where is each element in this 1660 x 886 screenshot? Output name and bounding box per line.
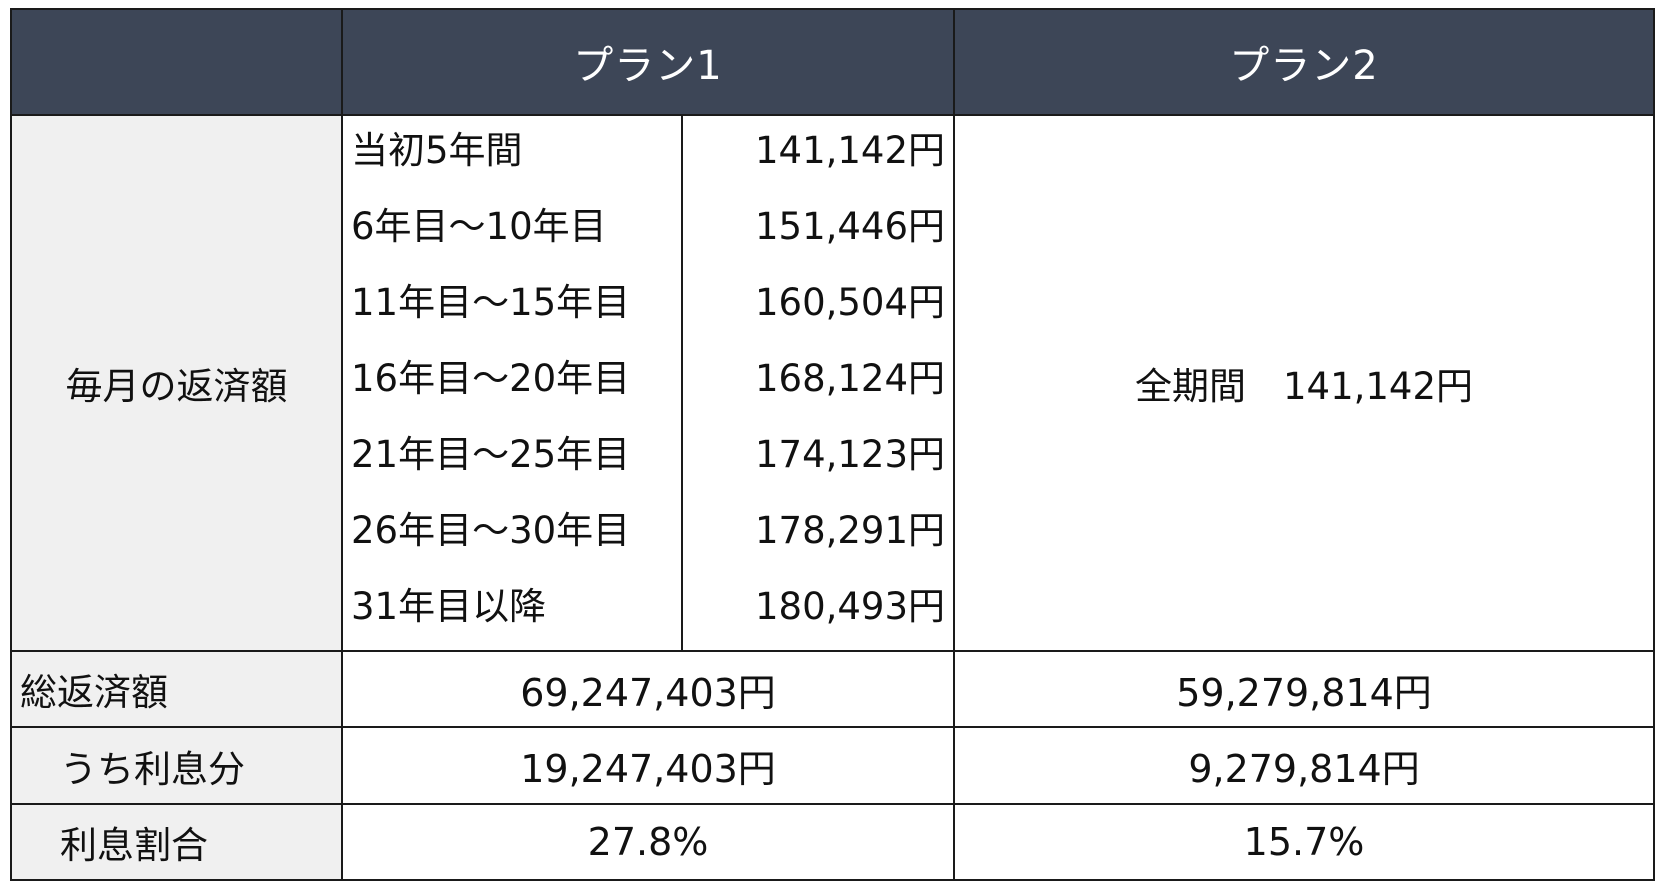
plan2-interest-amount: 9,279,814円 bbox=[953, 726, 1656, 805]
plan1-amount-list: 141,142円 151,446円 160,504円 168,124円 174,123円… bbox=[683, 116, 953, 648]
header-row: プラン1 プラン2 bbox=[10, 7, 1656, 117]
total-repayment-label: 総返済額 bbox=[10, 650, 343, 729]
plan1-total-repayment: 69,247,403円 bbox=[340, 650, 956, 729]
plan1-amount-item: 180,493円 bbox=[755, 585, 946, 629]
total-repayment-row: 総返済額 69,247,403円 59,279,814円 bbox=[10, 650, 1656, 729]
plan1-period-item: 16年目～20年目 bbox=[351, 357, 631, 401]
plan1-amount-item: 178,291円 bbox=[755, 509, 946, 553]
plan1-period-cell: 当初5年間 6年目～10年目 11年目～15年目 16年目～20年目 21年目～25年目… bbox=[341, 114, 683, 653]
loan-comparison-table: プラン1 プラン2 毎月の返済額 当初5年間 6年目～10年目 11年目～15年目 1… bbox=[10, 7, 1656, 882]
plan1-amount-item: 141,142円 bbox=[755, 129, 946, 173]
plan1-period-item: 21年目～25年目 bbox=[351, 433, 631, 477]
plan2-total-repayment: 59,279,814円 bbox=[953, 650, 1656, 729]
plan2-interest-ratio: 15.7% bbox=[953, 802, 1656, 882]
interest-amount-label: うち利息分 bbox=[10, 726, 343, 805]
plan1-amount-item: 174,123円 bbox=[755, 433, 946, 477]
monthly-payment-row: 毎月の返済額 当初5年間 6年目～10年目 11年目～15年目 16年目～20年目 21… bbox=[10, 114, 1656, 653]
interest-ratio-row: 利息割合 27.8% 15.7% bbox=[10, 802, 1656, 882]
plan1-amount-cell: 141,142円 151,446円 160,504円 168,124円 174,123円… bbox=[680, 114, 956, 653]
plan2-header: プラン2 bbox=[953, 7, 1656, 117]
plan1-period-item: 31年目以降 bbox=[351, 585, 547, 629]
plan1-amount-item: 160,504円 bbox=[755, 281, 946, 325]
plan2-monthly-payment: 全期間 141,142円 bbox=[953, 114, 1656, 653]
plan1-amount-item: 168,124円 bbox=[755, 357, 946, 401]
plan1-period-list: 当初5年間 6年目～10年目 11年目～15年目 16年目～20年目 21年目～25年目… bbox=[343, 116, 681, 648]
interest-ratio-label: 利息割合 bbox=[10, 802, 343, 882]
plan1-interest-ratio: 27.8% bbox=[340, 802, 956, 882]
plan1-period-item: 6年目～10年目 bbox=[351, 205, 607, 249]
interest-amount-row: うち利息分 19,247,403円 9,279,814円 bbox=[10, 726, 1656, 805]
header-corner-cell bbox=[10, 7, 343, 117]
plan1-interest-amount: 19,247,403円 bbox=[340, 726, 956, 805]
plan1-period-item: 当初5年間 bbox=[351, 129, 523, 173]
plan1-amount-item: 151,446円 bbox=[755, 205, 946, 249]
monthly-payment-label: 毎月の返済額 bbox=[10, 114, 343, 653]
plan1-period-item: 11年目～15年目 bbox=[351, 281, 631, 325]
plan1-period-item: 26年目～30年目 bbox=[351, 509, 631, 553]
plan1-header: プラン1 bbox=[340, 7, 956, 117]
